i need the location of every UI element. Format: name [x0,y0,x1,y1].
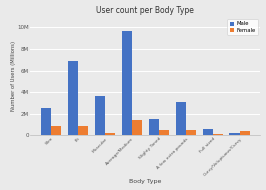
Title: User count per Body Type: User count per Body Type [96,6,194,15]
X-axis label: Body Type: Body Type [129,179,161,184]
Bar [213,134,223,135]
Bar [186,130,196,135]
Bar [68,61,78,135]
Y-axis label: Number of Users (Millions): Number of Users (Millions) [11,41,16,111]
Legend: Male, Female: Male, Female [227,19,258,35]
Bar [202,129,213,135]
Bar [122,31,132,135]
Bar [78,126,88,135]
Bar [51,126,61,135]
Bar [132,120,142,135]
Bar [159,130,169,135]
Bar [230,133,240,135]
Bar [149,119,159,135]
Bar [176,102,186,135]
Bar [105,133,115,135]
Bar [240,131,250,135]
Bar [95,97,105,135]
Bar [41,108,51,135]
